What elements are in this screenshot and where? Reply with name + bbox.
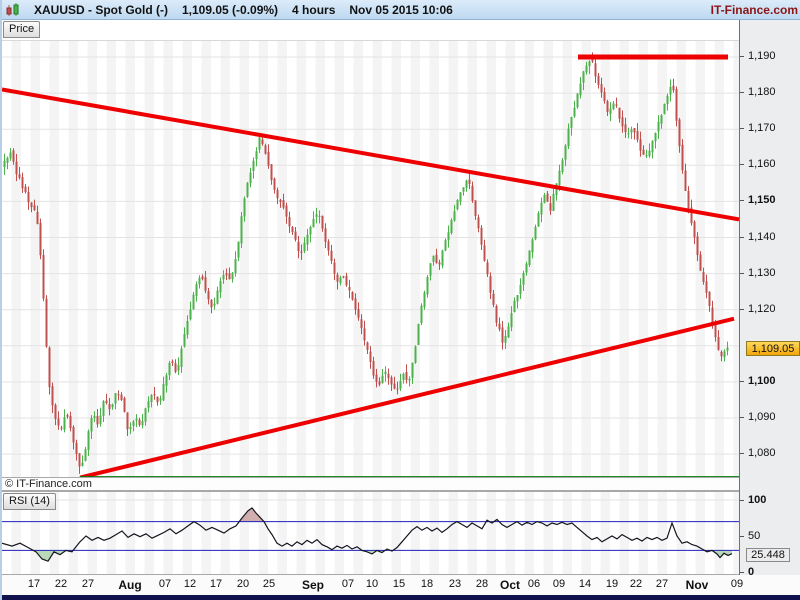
price-axis-label: 1,140 — [748, 230, 776, 243]
time-axis-label: 07 — [341, 578, 355, 590]
price-axis-label: 1,100 — [748, 374, 776, 387]
rsi-axis-label: 100 — [748, 494, 767, 506]
candlestick-icon — [6, 2, 20, 17]
time-axis-label: 22 — [54, 578, 68, 590]
time-axis-label: 27 — [655, 578, 669, 590]
time-axis-label: Nov — [685, 578, 709, 592]
rsi-indicator-chart[interactable] — [2, 491, 739, 575]
last-price-title: 1,109.05 (-0.09%) — [181, 2, 279, 17]
price-axis-tick — [740, 128, 744, 130]
price-axis-tick — [740, 56, 744, 57]
time-axis-label: 15 — [392, 578, 406, 590]
price-axis-tick — [740, 164, 744, 166]
time-axis-label: 23 — [448, 578, 462, 590]
price-axis-label: 1,090 — [748, 411, 776, 423]
time-axis-label: 22 — [629, 578, 643, 590]
price-axis-tick — [740, 200, 744, 202]
price-axis-label: 1,170 — [748, 122, 776, 135]
current-rsi-tag: 25.448 — [746, 547, 790, 562]
current-price-tag: 1,109.05 — [746, 341, 800, 357]
time-axis-label: 27 — [81, 578, 95, 590]
rsi-axis-tick — [740, 536, 744, 537]
datetime-title: Nov 05 2015 10:06 — [349, 2, 453, 17]
copyright-label: © IT-Finance.com — [2, 477, 739, 491]
price-axis-tick — [740, 272, 744, 274]
time-axis-label: 09 — [552, 578, 566, 590]
price-axis-label: 1,190 — [748, 50, 776, 62]
rsi-axis-label: 50 — [748, 530, 761, 542]
time-axis-label: 09 — [730, 578, 744, 590]
price-axis-label: 1,160 — [748, 158, 776, 171]
price-axis-tick — [740, 236, 744, 238]
rsi-axis-label: 0 — [748, 566, 755, 578]
price-axis-tick — [740, 380, 744, 382]
bottom-border-bar — [2, 595, 800, 600]
price-axis-label: 1,130 — [748, 266, 776, 279]
time-axis-label: 07 — [158, 578, 172, 590]
time-axis-label: 28 — [475, 578, 489, 590]
price-axis-label: 1,120 — [748, 302, 776, 315]
time-axis-label: 20 — [236, 578, 250, 590]
time-axis-label: Oct — [499, 578, 521, 592]
symbol-title: XAUUSD - Spot Gold (-) — [34, 2, 168, 17]
time-axis-label: 12 — [183, 578, 197, 590]
price-axis-label: 1,080 — [748, 447, 776, 460]
price-axis-tick — [740, 417, 744, 418]
main-price-chart[interactable] — [2, 40, 739, 478]
time-axis-label: 14 — [578, 578, 592, 590]
price-axis-label: 1,150 — [748, 194, 776, 207]
brand-label: IT-Finance.com — [710, 2, 798, 17]
price-axis-label: 1,180 — [748, 86, 776, 99]
price-panel-tab[interactable]: Price — [3, 21, 41, 38]
rsi-panel-tab[interactable]: RSI (14) — [3, 493, 56, 510]
time-axis-label: 19 — [605, 578, 619, 590]
time-axis-label: 17 — [209, 578, 223, 590]
time-axis[interactable]: 17 22 27 Aug 07 12 17 20 25 Sep 07 10 15 18 23 28 Oct 06 0… — [2, 575, 800, 595]
time-axis-label: 17 — [27, 578, 41, 590]
time-axis-label: Aug — [118, 578, 142, 592]
price-axis[interactable]: 1,109.05 25.448 1,190 1,180 1,170 1,160 1,15… — [739, 20, 800, 578]
time-axis-label: Sep — [301, 578, 325, 592]
timeframe-title: 4 hours — [292, 2, 336, 17]
time-axis-label: 06 — [527, 578, 541, 590]
title-bar: XAUUSD - Spot Gold (-) 1,109.05 (-0.09%)… — [2, 0, 800, 20]
price-axis-tick — [740, 308, 744, 310]
time-axis-label: 10 — [365, 578, 379, 590]
time-axis-label: 25 — [262, 578, 276, 590]
rsi-axis-tick — [740, 572, 744, 573]
price-axis-tick — [740, 92, 744, 94]
rsi-axis-tick — [740, 500, 744, 501]
time-axis-label: 18 — [420, 578, 434, 590]
price-axis-tick — [740, 453, 744, 455]
